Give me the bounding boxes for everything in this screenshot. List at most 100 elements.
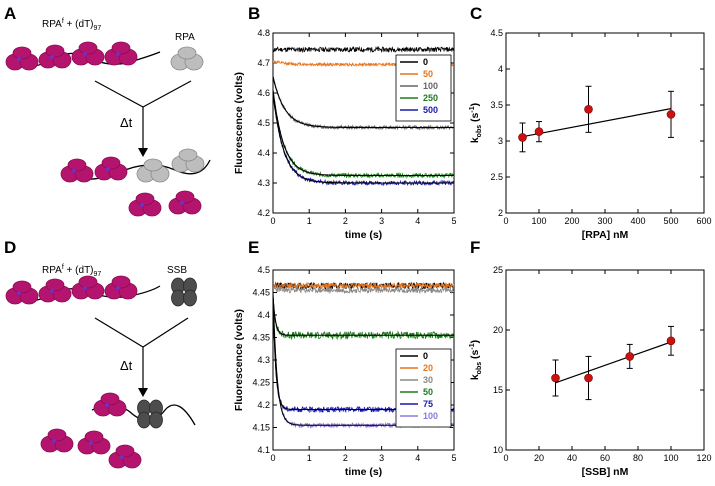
fluorophore-dot <box>50 55 54 59</box>
x-tick-label: 4 <box>415 453 420 463</box>
x-tick-label: 200 <box>564 216 579 226</box>
panel-a-delta-t: Δt <box>120 115 133 130</box>
panel-letter-d: D <box>4 238 16 257</box>
panel-letter-a: A <box>4 4 16 23</box>
fit-curve-250 <box>273 89 454 177</box>
plot-frame <box>505 269 705 451</box>
x-tick-label: 1 <box>307 216 312 226</box>
y-tick-label: 15 <box>493 385 503 395</box>
y-tick-label: 4.15 <box>252 423 270 433</box>
fit-curve-100 <box>273 76 454 129</box>
data-point <box>625 352 635 361</box>
y-axis-label: Fluorescence (volts) <box>233 72 245 174</box>
y-tick-label: 25 <box>493 265 503 275</box>
legend-label-50: 50 <box>423 387 433 397</box>
rpa-lobe-top <box>143 158 163 172</box>
x-tick-label: 300 <box>597 216 612 226</box>
y-axis-label-sup: -1 <box>469 343 476 349</box>
rpa-lobe-top <box>84 430 104 444</box>
rpa-f-protein <box>71 275 105 300</box>
rpa-f-protein <box>71 41 105 66</box>
y-tick-label: 4 <box>498 64 503 74</box>
panel-a-substrate-label: RPAf + (dT)97 <box>42 18 101 32</box>
x-tick-label: 1 <box>307 453 312 463</box>
data-point <box>666 110 676 119</box>
x-tick-label: 3 <box>379 453 384 463</box>
fluorophore-dot <box>180 201 184 205</box>
rpa-f-protein <box>5 280 39 305</box>
y-tick-label: 4.2 <box>257 400 270 410</box>
rpa-f-released <box>40 428 74 453</box>
y-tick-label: 4.5 <box>257 265 270 275</box>
fit-curve-50 <box>273 296 454 336</box>
panel-a-schematic <box>5 41 211 217</box>
rpa-lobe-top <box>45 44 65 58</box>
arrow-head <box>138 148 148 157</box>
y-tick-label: 4.7 <box>257 58 270 68</box>
fluorophore-dot <box>17 291 21 295</box>
y-tick-label: 20 <box>493 325 503 335</box>
ssb-protein-bound <box>137 399 163 429</box>
y-axis-label: Fluorescence (volts) <box>233 309 245 411</box>
y-tick-label: 4.45 <box>252 288 270 298</box>
legend-label-0: 0 <box>423 351 428 361</box>
x-axis-label: time (s) <box>345 229 382 241</box>
panel-c-chart: C 0 100 200 300 400 500 600 2 2.5 3 3.5 4 4.5 [RPA] nM… <box>469 4 712 241</box>
rpa-protein <box>136 158 170 183</box>
rpa-f-protein <box>38 278 72 303</box>
rpa-f-protein <box>93 392 127 417</box>
fluorophore-dot <box>52 439 56 443</box>
ssb-subunit <box>137 411 151 429</box>
y-tick-label: 10 <box>493 445 503 455</box>
rpa-lobe-top <box>101 156 121 170</box>
x-tick-label: 40 <box>567 453 577 463</box>
ssb-subunit <box>149 411 163 429</box>
x-tick-label: 100 <box>663 453 678 463</box>
x-tick-label: 5 <box>451 216 456 226</box>
x-axis-label: [RPA] nM <box>582 229 629 241</box>
x-tick-label: 0 <box>270 453 275 463</box>
x-tick-label: 120 <box>696 453 711 463</box>
x-tick-label: 5 <box>451 453 456 463</box>
y-tick-label: 4.3 <box>257 178 270 188</box>
fluorophore-dot <box>17 57 21 61</box>
y-tick-label: 4.4 <box>257 148 270 158</box>
plot-frame <box>505 32 705 214</box>
fluorophore-dot <box>50 289 54 293</box>
legend-label-75: 75 <box>423 399 433 409</box>
y-axis-label-sub: obs <box>476 362 483 375</box>
data-point <box>551 373 560 383</box>
fit-line <box>555 341 672 384</box>
y-tick-label: 3 <box>498 136 503 146</box>
y-tick-label: 2 <box>498 208 503 218</box>
y-tick-label: 4.5 <box>257 118 270 128</box>
rpa-f-released <box>168 190 202 215</box>
ssb-protein <box>171 277 197 307</box>
rpa-f-protein <box>60 158 94 183</box>
panel-e-chart: E 0 1 2 3 4 5 4.1 4.15 4.2 4.25 4.3 4.35 4.4 4.45 4.5 ti… <box>233 238 457 478</box>
x-tick-label: 0 <box>270 216 275 226</box>
y-tick-label: 4.1 <box>257 445 270 455</box>
fluorophore-dot <box>116 52 120 56</box>
legend-label-500: 500 <box>423 105 438 115</box>
y-axis-label-unit: (s <box>469 112 481 124</box>
y-tick-label: 4.5 <box>490 28 503 38</box>
rpa-f-protein <box>5 46 39 71</box>
x-tick-label: 2 <box>343 216 348 226</box>
fit-line <box>522 108 672 138</box>
traces <box>273 45 454 187</box>
rpa-f-released <box>128 192 162 217</box>
data-point <box>666 336 676 346</box>
y-tick-label: 4.6 <box>257 88 270 98</box>
y-axis-label-main: k <box>469 374 481 380</box>
rpa-lobe-top <box>177 46 197 60</box>
ssb-subunit <box>171 289 185 307</box>
x-tick-label: 2 <box>343 453 348 463</box>
y-axis-label: kobs (s-1) <box>469 340 483 380</box>
rpa-lobe-top <box>45 278 65 292</box>
fit-curve-500 <box>273 92 454 184</box>
fluorophore-dot <box>89 441 93 445</box>
merge-arrow-left <box>94 317 144 348</box>
fluorophore-dot <box>140 203 144 207</box>
data-point <box>584 373 593 383</box>
